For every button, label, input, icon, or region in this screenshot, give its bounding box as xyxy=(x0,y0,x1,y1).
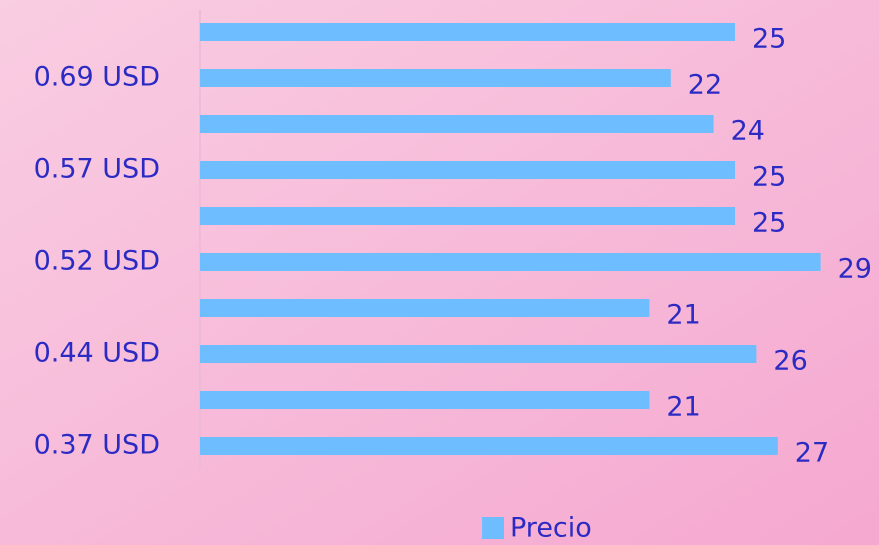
bar xyxy=(200,161,735,179)
data-label: 29 xyxy=(838,254,872,285)
data-label: 21 xyxy=(666,300,700,331)
bar xyxy=(200,115,714,133)
legend-swatch xyxy=(482,517,504,539)
data-label: 22 xyxy=(688,70,722,101)
data-label: 26 xyxy=(773,346,807,377)
bar xyxy=(200,253,821,271)
data-label: 25 xyxy=(752,24,786,55)
data-label: 25 xyxy=(752,208,786,239)
data-label: 27 xyxy=(795,438,829,469)
bar xyxy=(200,345,757,363)
y-tick-label: 0.69 USD xyxy=(34,62,160,93)
y-tick-label: 0.44 USD xyxy=(34,338,160,369)
bar xyxy=(200,391,650,409)
data-label: 21 xyxy=(666,392,700,423)
y-tick-label: 0.52 USD xyxy=(34,246,160,277)
data-label: 25 xyxy=(752,162,786,193)
data-label: 24 xyxy=(731,116,765,147)
bar xyxy=(200,437,778,455)
bar xyxy=(200,69,671,87)
bar xyxy=(200,299,650,317)
y-tick-label: 0.57 USD xyxy=(34,154,160,185)
bar xyxy=(200,23,735,41)
bar xyxy=(200,207,735,225)
y-tick-label: 0.37 USD xyxy=(34,430,160,461)
legend-label: Precio xyxy=(510,513,592,544)
